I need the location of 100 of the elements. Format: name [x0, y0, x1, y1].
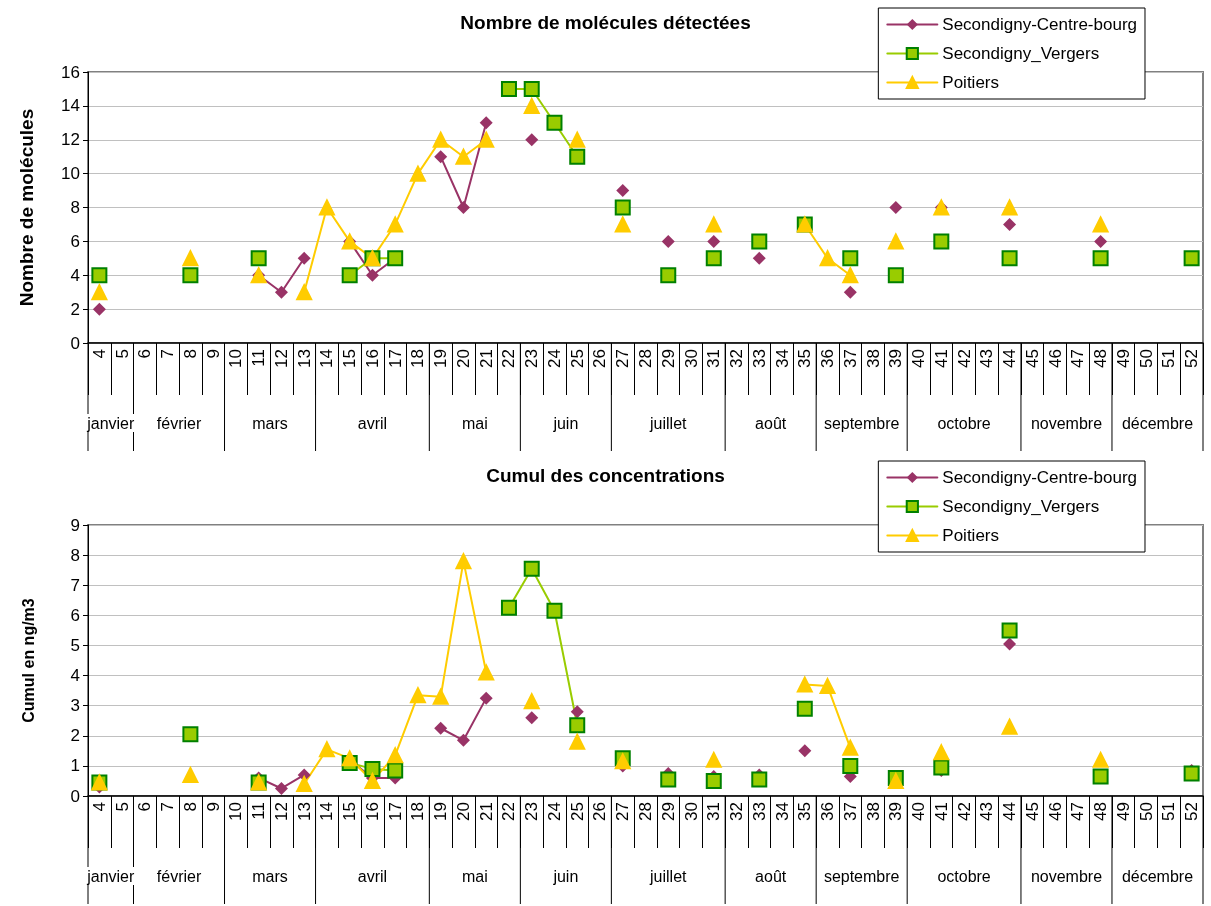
- text: janvier: [86, 414, 135, 432]
- x-tick-label: 21: [476, 802, 496, 821]
- x-tick-label: 37: [840, 802, 860, 821]
- x-tick-label: 31: [704, 802, 724, 821]
- x-tick-label: 39: [886, 802, 906, 821]
- x-tick-label: 44: [1000, 349, 1020, 368]
- x-tick-label: 17: [385, 349, 405, 368]
- x-tick-label: 48: [1091, 349, 1111, 368]
- x-tick-label: 17: [385, 802, 405, 821]
- y-tick-label: 5: [70, 635, 80, 655]
- chart-title: Cumul des concentrations: [486, 465, 725, 486]
- y-tick-label: 1: [70, 756, 80, 776]
- y-tick-label: 6: [70, 605, 80, 625]
- x-tick-label: 16: [362, 802, 382, 821]
- x-tick-label: 4: [89, 349, 109, 359]
- y-tick-label: 12: [61, 130, 80, 150]
- legend-label: Secondigny-Centre-bourg: [942, 15, 1137, 34]
- y-tick-label: 10: [61, 164, 80, 184]
- text: avril: [357, 867, 388, 885]
- x-tick-label: 13: [294, 349, 314, 368]
- x-tick-label: 8: [180, 349, 200, 359]
- x-tick-label: 23: [522, 349, 542, 368]
- x-tick-label: 13: [294, 802, 314, 821]
- x-tick-label: 44: [1000, 802, 1020, 821]
- x-tick-label: 9: [203, 349, 223, 359]
- x-tick-label: 25: [567, 349, 587, 368]
- x-tick-label: 19: [431, 802, 451, 821]
- x-tick-label: 52: [1182, 349, 1202, 368]
- y-tick-label: 3: [70, 696, 80, 716]
- x-tick-label: 35: [795, 349, 815, 368]
- x-tick-label: 33: [749, 802, 769, 821]
- x-tick-label: 15: [340, 802, 360, 821]
- x-tick-label: 39: [886, 349, 906, 368]
- y-axis-title: Nombre de molécules: [16, 108, 37, 307]
- x-tick-label: 38: [863, 802, 883, 821]
- x-tick-label: 22: [499, 802, 519, 821]
- text: janvier: [86, 867, 135, 885]
- x-tick-label: 27: [613, 349, 633, 368]
- x-tick-label: 50: [1136, 349, 1156, 368]
- x-tick-label: 10: [226, 802, 246, 821]
- text: octobre: [937, 867, 991, 885]
- chart-title: Nombre de molécules détectées: [460, 12, 751, 33]
- x-tick-label: 5: [112, 802, 132, 812]
- x-tick-label: 23: [522, 802, 542, 821]
- x-tick-label: 12: [271, 349, 291, 368]
- x-tick-label: 50: [1136, 802, 1156, 821]
- legend-label: Secondigny_Vergers: [942, 497, 1100, 516]
- text: mars: [252, 414, 288, 432]
- x-tick-label: 7: [158, 349, 178, 359]
- x-tick-label: 51: [1159, 349, 1179, 368]
- x-tick-label: 37: [840, 349, 860, 368]
- x-tick-label: 18: [408, 349, 428, 368]
- legend-label: Secondigny_Vergers: [942, 44, 1100, 63]
- y-tick-label: 8: [70, 545, 80, 565]
- text: décembre: [1121, 867, 1194, 885]
- x-tick-label: 30: [681, 349, 701, 368]
- y-tick-label: 0: [70, 333, 80, 353]
- text: février: [156, 867, 202, 885]
- x-tick-label: 26: [590, 349, 610, 368]
- x-tick-label: 45: [1022, 349, 1042, 368]
- x-tick-label: 43: [977, 349, 997, 368]
- legend-label: Poitiers: [942, 73, 1000, 92]
- x-tick-label: 16: [362, 349, 382, 368]
- x-tick-label: 27: [613, 802, 633, 821]
- text: décembre: [1121, 414, 1194, 432]
- x-tick-label: 40: [909, 349, 929, 368]
- x-tick-label: 18: [408, 802, 428, 821]
- text: juin: [552, 414, 579, 432]
- y-tick-label: 7: [70, 575, 80, 595]
- x-tick-label: 47: [1068, 802, 1088, 821]
- x-tick-label: 28: [636, 349, 655, 368]
- y-tick-label: 9: [70, 515, 80, 535]
- x-tick-label: 30: [681, 802, 701, 821]
- text: août: [755, 867, 787, 885]
- text: février: [156, 414, 202, 432]
- x-tick-label: 24: [544, 349, 564, 368]
- x-tick-label: 34: [772, 802, 792, 821]
- text: mai: [461, 414, 488, 432]
- text: juin: [552, 867, 579, 885]
- text: juillet: [649, 414, 688, 432]
- x-tick-label: 11: [249, 802, 269, 820]
- x-tick-label: 38: [863, 349, 883, 368]
- x-tick-label: 46: [1045, 802, 1065, 821]
- x-tick-label: 32: [727, 802, 747, 821]
- text: mai: [461, 867, 488, 885]
- x-tick-label: 29: [658, 349, 678, 368]
- y-tick-label: 14: [61, 96, 80, 116]
- text: septembre: [823, 414, 900, 432]
- x-tick-label: 40: [909, 802, 929, 821]
- x-tick-label: 36: [818, 802, 838, 821]
- x-tick-label: 9: [203, 802, 223, 812]
- x-tick-label: 8: [180, 802, 200, 812]
- x-tick-label: 45: [1022, 802, 1042, 821]
- x-tick-label: 31: [704, 349, 724, 368]
- text: novembre: [1030, 867, 1103, 885]
- y-tick-label: 2: [70, 299, 80, 319]
- x-tick-label: 14: [317, 349, 337, 368]
- x-tick-label: 32: [727, 349, 747, 368]
- x-tick-label: 25: [567, 802, 587, 821]
- x-tick-label: 26: [590, 802, 610, 821]
